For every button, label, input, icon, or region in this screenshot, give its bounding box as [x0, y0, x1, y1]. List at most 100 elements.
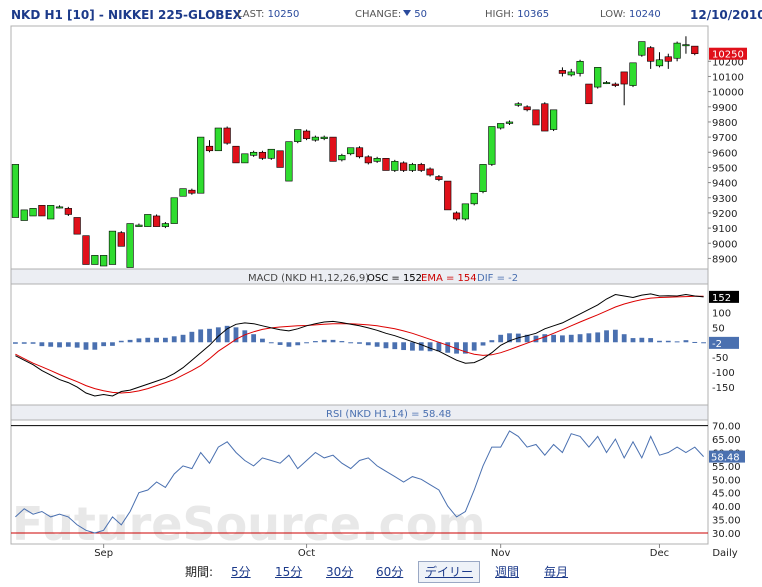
rsi-title-bar	[10, 404, 709, 421]
candle-body	[523, 106, 531, 111]
price-tick-label: 9000	[712, 239, 737, 250]
change-value: 50	[414, 9, 427, 20]
high-value: 10365	[517, 9, 550, 20]
candle-body	[470, 192, 478, 205]
macd-hist-bar	[39, 342, 45, 347]
candle-body	[144, 214, 152, 227]
macd-hist-bar	[701, 342, 706, 344]
candle-body	[382, 158, 390, 171]
macd-hist-bar	[639, 337, 645, 343]
candle-body	[647, 47, 655, 62]
candle-body	[452, 212, 461, 220]
candle-body	[152, 215, 161, 227]
candle-body	[285, 141, 293, 182]
macd-hist-bar	[462, 342, 468, 354]
candle-body	[302, 130, 311, 139]
candle-body	[602, 82, 611, 85]
macd-hist-bar	[657, 340, 662, 343]
x-tick-label: Oct	[298, 548, 315, 559]
candle-body	[135, 224, 143, 227]
macd-hist-bar	[551, 334, 557, 343]
macd-hist-bar	[648, 338, 654, 343]
candle-body	[567, 71, 575, 76]
candle-body	[117, 232, 125, 247]
macd-hist-bar	[692, 341, 698, 343]
macd-osc-line	[15, 293, 704, 397]
rsi-tick-label: 70.00	[712, 422, 741, 433]
candle-body	[11, 164, 20, 218]
macd-hist-bar	[260, 338, 265, 343]
macd-hist-bar	[110, 342, 115, 346]
candle-body	[82, 235, 90, 265]
candle-body	[664, 56, 672, 62]
candle-body	[682, 44, 690, 47]
candle-body	[400, 162, 408, 171]
candle-body	[673, 42, 681, 59]
macd-hist-bar	[480, 342, 486, 346]
candle-body	[629, 62, 637, 86]
macd-tick-label: -150	[712, 383, 735, 394]
macd-hist-bar	[524, 334, 530, 343]
macd-title-bar	[10, 268, 709, 285]
period-15min-link[interactable]: 15分	[275, 565, 303, 579]
macd-tick-label: -100	[712, 368, 735, 379]
candle-body	[373, 158, 381, 162]
candle-body	[250, 151, 258, 156]
candle-body	[179, 188, 187, 197]
candle-body	[426, 168, 434, 176]
macd-hist-bar	[365, 342, 371, 346]
period-5min-link[interactable]: 5分	[231, 565, 251, 579]
macd-hist-bar	[348, 342, 354, 344]
high-field: HIGH: 10365	[485, 9, 549, 20]
macd-hist-bar	[339, 341, 345, 343]
last-value: 10250	[267, 9, 300, 20]
macd-hist-bar	[595, 332, 601, 343]
macd-dif-value-label: -2	[712, 339, 722, 350]
candle-body	[585, 83, 593, 105]
candle-body	[29, 208, 37, 217]
candle-body	[594, 67, 602, 88]
rsi-tick-label: 45.00	[712, 489, 741, 500]
macd-hist-bar	[74, 342, 80, 348]
macd-hist-bar	[321, 339, 327, 343]
candle-body	[338, 155, 346, 161]
candle-body	[391, 161, 399, 171]
candle-body	[276, 150, 284, 168]
candle-body	[73, 217, 81, 235]
candle-body	[435, 176, 443, 180]
period-monthly-link[interactable]: 毎月	[544, 565, 569, 579]
x-tick-label: Sep	[94, 548, 113, 559]
period-60min-link[interactable]: 60分	[376, 565, 404, 579]
macd-hist-bar	[445, 342, 451, 353]
period-30min-link[interactable]: 30分	[326, 565, 354, 579]
instrument-title: NKD H1 [10] - NIKKEI 225-GLOBEX	[11, 8, 242, 22]
macd-hist-bar	[401, 342, 407, 351]
candle-body	[170, 197, 178, 224]
macd-hist-bar	[621, 334, 627, 343]
macd-hist-bar	[304, 342, 309, 344]
rsi-value-marker	[709, 450, 745, 463]
price-tick-label: 9600	[712, 148, 737, 159]
macd-hist-bar	[30, 342, 36, 344]
rsi-tick-label: 55.00	[712, 462, 741, 473]
x-interval-label: Daily	[712, 548, 737, 559]
rsi-value-label: 58.48	[711, 453, 740, 464]
price-tick-label: 9900	[712, 103, 737, 114]
change-label: CHANGE:	[355, 9, 402, 20]
macd-hist-bar	[489, 340, 495, 343]
period-daily-tab[interactable]: デイリー	[418, 561, 480, 583]
macd-hist-bar	[330, 339, 336, 343]
low-value: 10240	[628, 9, 661, 20]
macd-hist-bar	[154, 337, 159, 343]
candle-body	[355, 147, 364, 158]
period-weekly-link[interactable]: 週間	[495, 565, 520, 579]
macd-hist-bar	[665, 340, 671, 343]
candle-body	[558, 70, 567, 74]
macd-hist-bar	[57, 342, 62, 348]
candle-body	[38, 205, 46, 217]
candle-body	[320, 136, 328, 139]
watermark-logo: FutureSource.com	[12, 497, 485, 551]
candle-body	[55, 206, 64, 209]
macd-hist-bar	[427, 342, 433, 352]
candle-body	[188, 189, 196, 194]
